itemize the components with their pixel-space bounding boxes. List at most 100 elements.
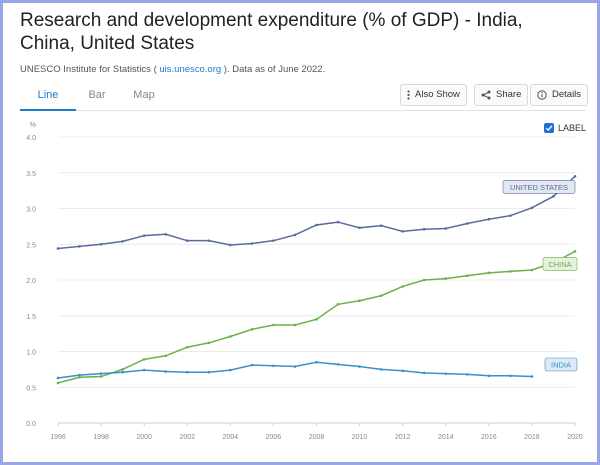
y-tick-label: 3.0 — [26, 207, 36, 214]
data-point — [336, 220, 340, 224]
x-tick-label: 2014 — [438, 434, 454, 441]
data-point — [336, 303, 340, 306]
data-point — [250, 242, 254, 245]
page-title: Research and development expenditure (% … — [20, 10, 523, 54]
y-axis-label: % — [30, 122, 36, 129]
checkbox-checked-icon[interactable] — [544, 123, 554, 133]
data-point — [56, 376, 60, 380]
data-point — [487, 374, 491, 378]
data-point — [185, 370, 189, 374]
data-point — [401, 369, 404, 373]
data-point — [465, 373, 469, 376]
data-point — [315, 360, 318, 364]
data-point — [142, 368, 146, 372]
data-point — [530, 375, 534, 378]
x-tick-label: 2020 — [567, 434, 583, 441]
data-point — [78, 375, 81, 379]
data-point — [207, 341, 211, 345]
data-point — [465, 222, 469, 225]
data-point — [272, 239, 275, 242]
details-button[interactable]: Details — [530, 84, 589, 106]
data-point — [250, 328, 254, 331]
data-point — [99, 372, 103, 375]
data-point — [229, 243, 232, 247]
data-point — [573, 175, 577, 178]
series-label-box — [542, 257, 578, 271]
data-point — [121, 240, 124, 243]
share-button[interactable]: Share — [474, 84, 529, 106]
x-tick-label: 2012 — [395, 434, 411, 441]
label-toggle[interactable]: LABEL — [544, 123, 586, 133]
data-point — [444, 227, 448, 230]
data-point — [293, 233, 297, 237]
data-point — [207, 239, 211, 242]
data-point — [379, 294, 383, 298]
x-tick-label: 1998 — [93, 434, 109, 441]
details-label: Details — [552, 89, 582, 100]
data-point — [315, 223, 318, 227]
y-tick-label: 1.0 — [26, 350, 36, 357]
y-tick-label: 0.5 — [26, 385, 36, 392]
share-label: Share — [496, 89, 522, 100]
source-suffix: ). Data as of June 2022. — [221, 64, 326, 75]
data-point — [78, 245, 81, 248]
x-tick-label: 2016 — [481, 434, 497, 441]
data-point — [401, 230, 404, 233]
x-tick-label: 2002 — [179, 434, 195, 441]
data-point — [121, 370, 124, 374]
x-tick-label: 2000 — [136, 434, 152, 441]
data-point — [336, 363, 340, 366]
data-point — [379, 224, 383, 227]
source-link[interactable]: uis.unesco.org — [159, 64, 222, 75]
line-chart: 0.0 0.5 1.0 1.5 2.0 2.5 3.0 3.5 4.0% 1996 1998 2000… — [26, 122, 583, 441]
y-tick-label: 1.5 — [26, 314, 36, 321]
also-show-button[interactable]: Also Show — [400, 84, 467, 106]
data-point — [509, 214, 512, 217]
data-point — [444, 277, 448, 280]
label-toggle-text: LABEL — [558, 123, 587, 133]
y-tick-label: 3.5 — [26, 171, 36, 178]
data-point — [99, 242, 103, 246]
data-point — [358, 365, 361, 368]
y-tick-label: 4.0 — [26, 135, 36, 142]
data-point — [422, 371, 426, 375]
data-point — [422, 227, 426, 231]
data-point — [401, 285, 404, 288]
data-point — [358, 226, 361, 230]
tab-bar[interactable]: Bar — [88, 89, 106, 101]
data-point — [315, 318, 318, 321]
chart-area: 0.0 0.5 1.0 1.5 2.0 2.5 3.0 3.5 4.0% 1996 1998 2000… — [20, 115, 586, 455]
series-label-united_states: UNITED STATES — [510, 183, 568, 192]
y-tick-label: 0.0 — [26, 421, 36, 428]
data-point — [250, 363, 254, 367]
also-show-label: Also Show — [415, 89, 460, 100]
data-point — [56, 247, 60, 250]
data-point — [465, 274, 469, 278]
data-point — [272, 323, 275, 327]
series-line-india — [57, 361, 532, 379]
data-point — [487, 217, 491, 221]
data-point — [207, 370, 211, 374]
data-point — [142, 358, 146, 361]
series-label-box — [544, 357, 578, 372]
data-point — [56, 381, 60, 385]
data-point — [379, 368, 383, 371]
series-line-united_states — [57, 175, 576, 250]
x-tick-label: 2018 — [524, 434, 540, 441]
data-point — [185, 345, 189, 349]
data-point — [229, 368, 232, 372]
data-point — [530, 206, 534, 210]
data-point — [530, 268, 534, 272]
data-point — [444, 372, 448, 375]
y-tick-label: 2.0 — [26, 278, 36, 285]
series-label-china: CHINA — [548, 260, 571, 269]
vertical-dots-icon — [407, 90, 410, 100]
data-point — [164, 232, 168, 236]
tab-map[interactable]: Map — [133, 89, 155, 101]
data-point — [164, 370, 168, 373]
data-point — [293, 365, 297, 368]
data-point — [487, 271, 491, 275]
x-tick-label: 2008 — [309, 434, 325, 441]
tab-line[interactable]: Line — [20, 82, 76, 111]
series-label-india: INDIA — [551, 361, 571, 370]
